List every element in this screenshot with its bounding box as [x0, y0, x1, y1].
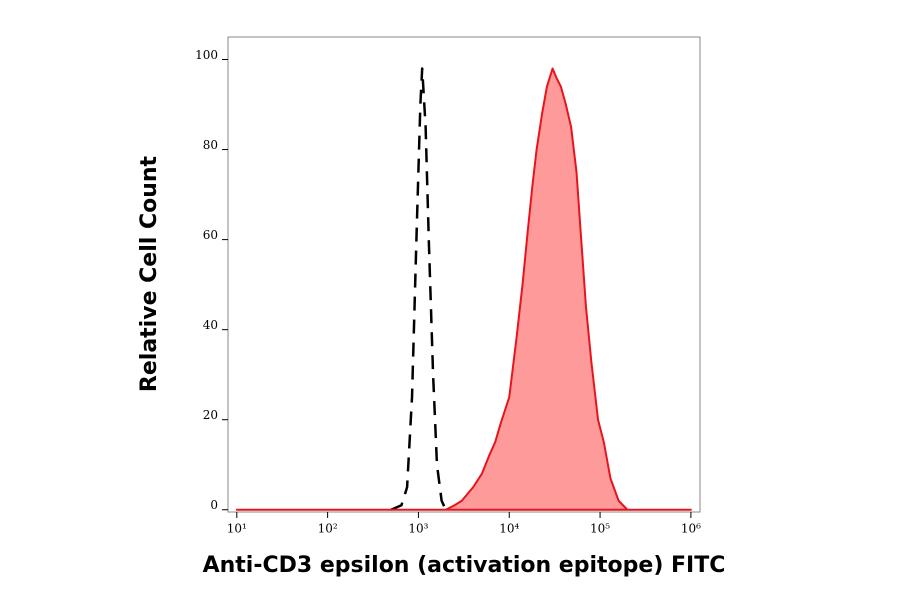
x-tick-label: 10⁵ — [590, 522, 610, 536]
x-tick-label: 10¹ — [227, 522, 247, 536]
histogram-area — [390, 67, 447, 511]
x-tick-label: 10² — [318, 522, 338, 536]
y-axis-title: Relative Cell Count — [137, 155, 162, 392]
y-tick-label: 40 — [203, 318, 218, 332]
histogram-area — [235, 67, 692, 511]
y-tick-label: 80 — [203, 138, 218, 152]
y-tick-label: 60 — [203, 228, 218, 242]
plot-frame — [227, 36, 701, 513]
y-tick-label: 20 — [203, 408, 218, 422]
y-tick-label: 100 — [195, 48, 218, 62]
x-tick-label: 10⁶ — [681, 522, 701, 536]
x-tick-label: 10³ — [408, 522, 428, 536]
y-tick-label: 0 — [210, 498, 218, 512]
x-axis-title: Anti-CD3 epsilon (activation epitope) FI… — [203, 553, 726, 578]
x-tick-label: 10⁴ — [499, 522, 519, 536]
